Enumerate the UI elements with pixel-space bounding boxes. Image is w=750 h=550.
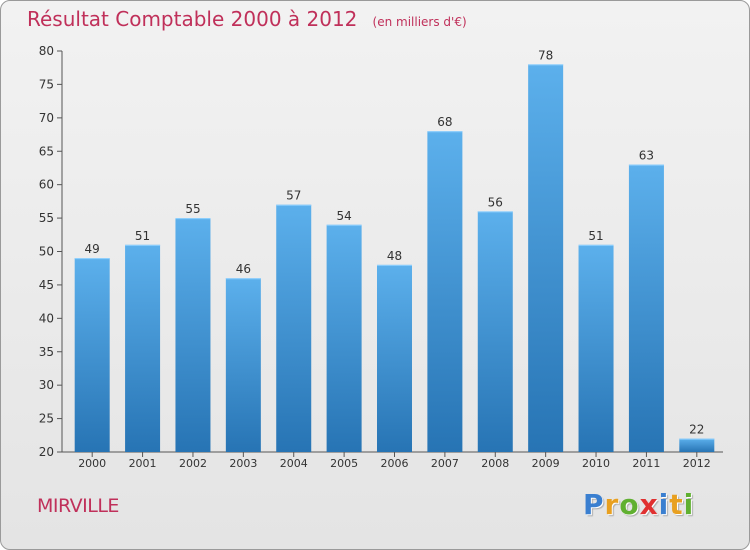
y-tick-label: 25 (39, 412, 54, 426)
bar (225, 278, 261, 452)
bar-value-label: 78 (538, 48, 553, 62)
y-tick-label: 55 (39, 211, 54, 225)
bar-value-label: 54 (336, 209, 351, 223)
x-tick-label: 2010 (582, 457, 610, 470)
bar-value-label: 68 (437, 115, 452, 129)
x-tick-label: 2007 (431, 457, 459, 470)
proxiti-logo: Proxiti (583, 488, 694, 521)
bar-value-label: 63 (639, 149, 654, 163)
bar (326, 224, 362, 452)
y-tick-label: 45 (39, 278, 54, 292)
bar (175, 218, 211, 452)
bar-value-label: 46 (236, 262, 251, 276)
logo-letter: P (583, 488, 605, 521)
bar-value-label: 51 (588, 229, 603, 243)
bar (578, 244, 614, 452)
bar (74, 258, 110, 452)
x-tick-label: 2005 (330, 457, 358, 470)
chart-title: Résultat Comptable 2000 à 2012 (en milli… (27, 7, 467, 31)
title-unit: (en milliers d'€) (372, 15, 467, 29)
y-tick-label: 30 (39, 378, 54, 392)
logo-letter: i (683, 488, 695, 521)
title-main: Résultat Comptable 2000 à 2012 (27, 7, 358, 31)
x-tick-label: 2004 (280, 457, 308, 470)
bar (427, 131, 463, 452)
x-tick-label: 2012 (683, 457, 711, 470)
y-tick-label: 35 (39, 345, 54, 359)
x-tick-label: 2006 (381, 457, 409, 470)
bar-value-label: 51 (135, 229, 150, 243)
bar (377, 264, 412, 452)
commune-name: MIRVILLE (37, 495, 119, 517)
y-tick-label: 80 (39, 44, 54, 58)
logo-letter: o (619, 488, 640, 521)
y-tick-label: 70 (39, 111, 54, 125)
bars (74, 64, 715, 452)
bar (125, 244, 161, 452)
x-tick-label: 2009 (532, 457, 560, 470)
logo-letter: r (604, 488, 620, 521)
x-tick-label: 2000 (78, 457, 106, 470)
bar-value-label: 57 (286, 189, 301, 203)
y-tick-label: 60 (39, 178, 54, 192)
y-tick-label: 20 (39, 445, 54, 459)
logo-letter: i (658, 488, 670, 521)
y-tick-label: 50 (39, 245, 54, 259)
bar-value-label: 22 (689, 423, 704, 437)
bar (276, 204, 312, 452)
bar-value-label: 55 (185, 202, 200, 216)
logo-letter: t (669, 488, 684, 521)
y-tick-label: 65 (39, 144, 54, 158)
bar (628, 164, 664, 452)
x-tick-label: 2011 (632, 457, 660, 470)
bar (679, 438, 715, 452)
x-tick-label: 2008 (481, 457, 509, 470)
data-labels: 49 51 55 46 57 54 48 68 56 78 51 63 22 (85, 48, 705, 436)
x-tick-label: 2002 (179, 457, 207, 470)
axes: 20 25 30 35 40 45 50 55 60 65 70 75 80 2000 2001 2002 20… (39, 44, 723, 470)
bar-value-label: 48 (387, 249, 402, 263)
logo-letter: x (639, 488, 659, 521)
bar (477, 211, 513, 452)
bar-value-label: 49 (85, 242, 100, 256)
x-tick-label: 2003 (229, 457, 257, 470)
bar (528, 64, 564, 452)
x-tick-label: 2001 (129, 457, 157, 470)
bar-value-label: 56 (488, 195, 503, 209)
y-tick-label: 75 (39, 77, 54, 91)
y-tick-label: 40 (39, 311, 54, 325)
